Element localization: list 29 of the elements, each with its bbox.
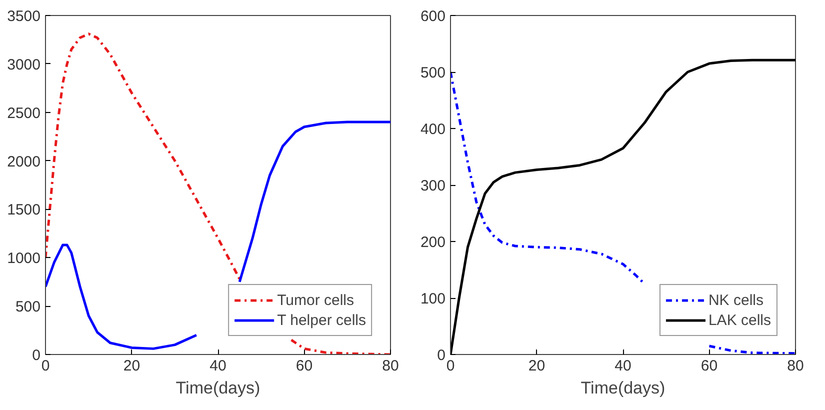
- y-tick-label: 500: [15, 298, 41, 316]
- y-tick-label: 200: [420, 234, 446, 251]
- x-axis-title: Time(days): [580, 378, 666, 398]
- y-tick-label: 1000: [7, 250, 41, 268]
- x-tick-label: 40: [210, 358, 226, 374]
- x-tick-label: 40: [614, 358, 632, 374]
- x-axis-title: Time(days): [176, 378, 260, 398]
- legend-label: NK cells: [708, 292, 764, 308]
- y-tick-label: 2000: [7, 153, 41, 170]
- legend-label: LAK cells: [708, 312, 771, 328]
- y-tick-label: 1500: [7, 202, 41, 219]
- x-tick-label: 20: [528, 358, 546, 374]
- y-tick-label: 100: [420, 290, 446, 308]
- y-tick-label: 2500: [7, 104, 41, 122]
- y-tick-label: 600: [420, 8, 446, 25]
- y-tick-label: 300: [420, 178, 446, 194]
- y-tick-label: 0: [437, 347, 446, 364]
- y-tick-label: 500: [420, 64, 446, 82]
- legend-label: T helper cells: [277, 312, 366, 328]
- x-tick-label: 80: [382, 358, 399, 374]
- y-tick-label: 400: [420, 121, 446, 138]
- x-tick-label: 20: [123, 358, 140, 374]
- y-tick-label: 0: [32, 347, 40, 364]
- x-tick-label: 60: [296, 358, 313, 374]
- x-tick-label: 60: [700, 358, 718, 374]
- x-tick-label: 80: [787, 358, 804, 374]
- legend-label: Tumor cells: [277, 292, 354, 308]
- y-tick-label: 3000: [7, 56, 41, 74]
- y-tick-label: 3500: [7, 8, 41, 25]
